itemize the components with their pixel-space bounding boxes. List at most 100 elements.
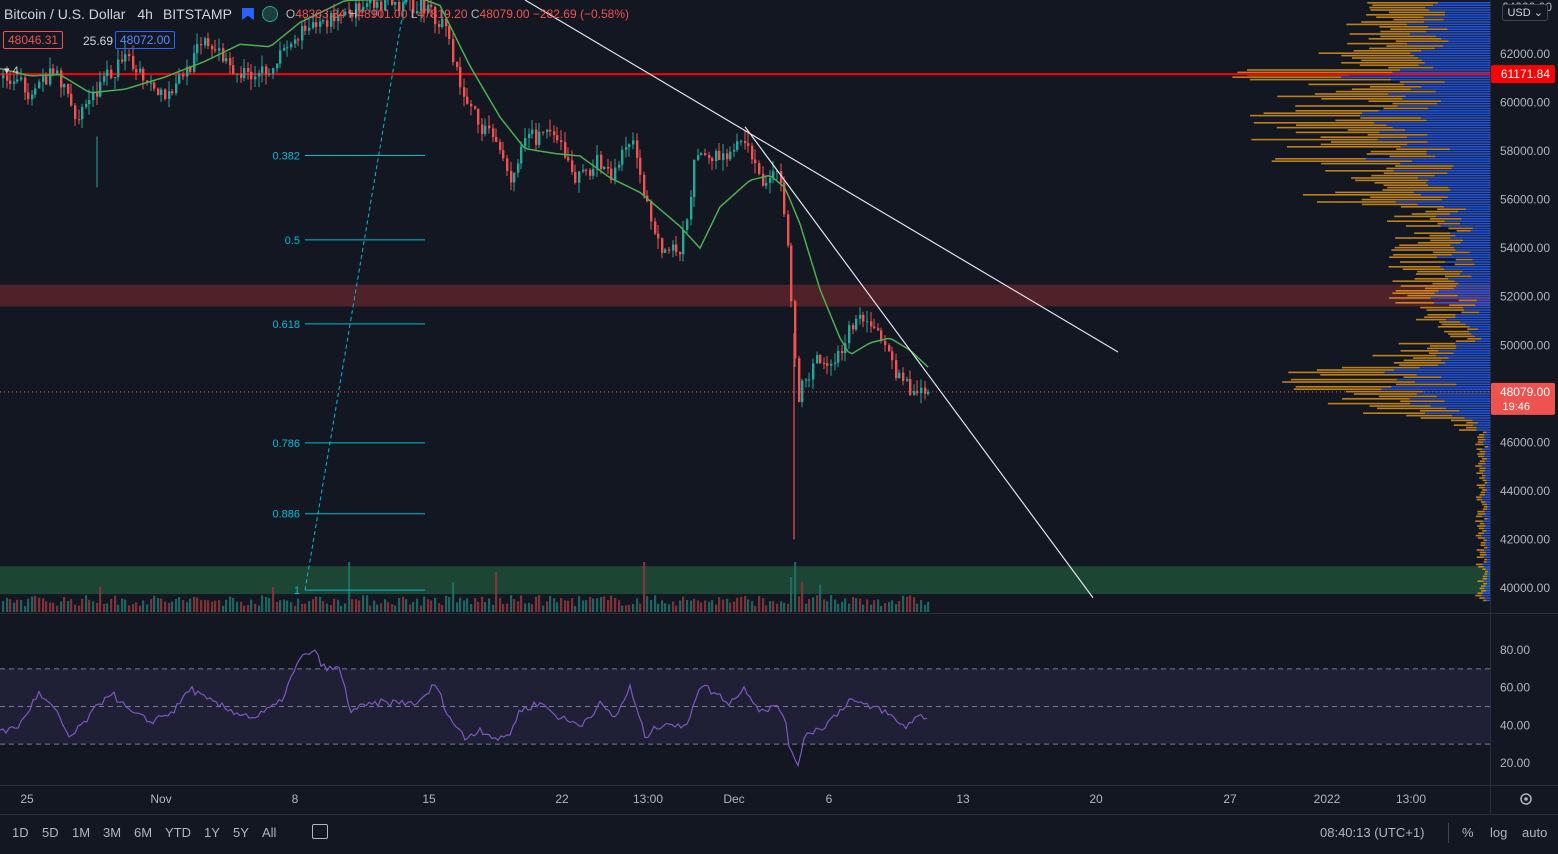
volume-profile-bar-down: [1486, 451, 1490, 453]
volume-bar: [63, 597, 65, 612]
volume-profile-bar-down: [1366, 158, 1490, 160]
candle-body: [200, 44, 202, 45]
volume-profile-bar-down: [1438, 364, 1490, 366]
timeframe-ytd[interactable]: YTD: [165, 825, 191, 840]
candle-body: [153, 83, 155, 89]
candle-body: [769, 178, 771, 183]
calendar-range-icon[interactable]: [312, 824, 328, 839]
timeframe-1y[interactable]: 1Y: [204, 825, 220, 840]
candle-body: [697, 155, 699, 160]
flag-icon[interactable]: [242, 8, 254, 20]
volume-profile-bar-up: [1354, 50, 1422, 52]
indicator-count[interactable]: ▾ 4: [4, 64, 19, 77]
timeframe-all[interactable]: All: [262, 825, 276, 840]
volume-bar: [186, 602, 188, 612]
volume-profile-bar-down: [1483, 472, 1490, 474]
volume-profile-bar-up: [1484, 559, 1487, 561]
timeframe-3m[interactable]: 3M: [103, 825, 121, 840]
candle-body: [481, 125, 483, 134]
volume-profile-bar-up: [1376, 16, 1424, 18]
log-toggle[interactable]: log: [1490, 825, 1507, 840]
interval-label[interactable]: 4h: [137, 6, 153, 22]
volume-profile-bar-up: [1386, 168, 1451, 170]
candle-body: [492, 128, 494, 137]
candle-body: [60, 70, 62, 87]
volume-profile-bar-up: [1360, 64, 1419, 66]
currency-button[interactable]: USD ⌄: [1502, 4, 1548, 21]
candle-body: [877, 328, 879, 330]
volume-profile-bar-down: [1441, 266, 1490, 268]
candle-body: [834, 362, 836, 363]
candle-body: [502, 150, 504, 158]
volume-bar: [466, 598, 468, 612]
candle-body: [855, 319, 857, 330]
volume-bar: [110, 599, 112, 612]
volume-profile-bar-down: [1362, 112, 1490, 114]
volume-profile-bar-up: [1254, 122, 1375, 124]
candle-body: [301, 26, 303, 41]
volume-bar: [884, 603, 886, 612]
volume-profile-bar-up: [1430, 235, 1456, 237]
volume-profile-bar-up: [1482, 458, 1487, 460]
candle-body: [812, 363, 814, 379]
candle-body: [279, 50, 281, 63]
volume-bar: [762, 598, 764, 612]
candle-body: [456, 62, 458, 67]
timeframe-1m[interactable]: 1M: [72, 825, 90, 840]
candle-body: [243, 68, 245, 78]
volume-bar: [254, 604, 256, 612]
volume-profile-bar-up: [1389, 297, 1430, 299]
volume-profile-bar-down: [1407, 144, 1490, 146]
fib-label: 0.618: [272, 319, 300, 331]
percent-toggle[interactable]: %: [1462, 825, 1474, 840]
volume-profile-bar-up: [1478, 456, 1484, 458]
volume-profile-bar-down: [1454, 247, 1490, 249]
volume-profile-bar-down: [1392, 386, 1490, 388]
volume-bar: [423, 597, 425, 612]
volume-profile-bar-up: [1481, 544, 1486, 546]
volume-profile-bar-up: [1373, 355, 1437, 357]
candle-body: [164, 90, 166, 99]
bottom-toolbar: 1D 5D 1M 3M 6M YTD 1Y 5Y All 08:40:13 (U…: [0, 814, 1558, 854]
candle-body: [236, 74, 238, 75]
volume-profile-bar-up: [1481, 585, 1486, 587]
buy-price-button[interactable]: 48072.00: [115, 31, 175, 49]
candle-body: [679, 252, 681, 254]
volume-bar: [168, 603, 170, 612]
candle-body: [538, 132, 540, 145]
volume-profile-bar-down: [1487, 482, 1490, 484]
volume-profile-bar-up: [1479, 434, 1485, 436]
timeframe-5y[interactable]: 5Y: [233, 825, 249, 840]
timeframe-5d[interactable]: 5D: [42, 825, 59, 840]
time-tick-label: 22: [555, 792, 569, 806]
volume-profile-bar-up: [1328, 403, 1410, 405]
sell-price-button[interactable]: 48046.31: [3, 31, 63, 49]
settings-icon[interactable]: [1521, 794, 1531, 804]
volume-bar: [589, 597, 591, 612]
volume-bar: [693, 599, 695, 612]
volume-profile-bar-down: [1485, 484, 1490, 486]
volume-profile-bar-down: [1461, 242, 1490, 244]
price-tick-label: 50000.00: [1500, 338, 1550, 352]
candle-body: [211, 46, 213, 49]
volume-bar: [272, 587, 274, 612]
symbol-name[interactable]: Bitcoin / U.S. Dollar: [4, 6, 125, 22]
volume-bar: [906, 597, 908, 612]
volume-bar: [614, 598, 616, 612]
volume-profile-bar-up: [1406, 415, 1452, 417]
timeframe-1d[interactable]: 1D: [12, 825, 29, 840]
candle-body: [758, 163, 760, 174]
price-tick-label: 54000.00: [1500, 241, 1550, 255]
volume-bar: [722, 600, 724, 612]
volume-profile-bar-up: [1482, 504, 1487, 506]
volume-profile-bar-down: [1378, 139, 1490, 141]
clock[interactable]: 08:40:13 (UTC+1): [1320, 825, 1424, 840]
volume-profile-bar-up: [1444, 331, 1469, 333]
timeframe-6m[interactable]: 6M: [134, 825, 152, 840]
candle-body: [294, 39, 296, 43]
auto-toggle[interactable]: auto: [1522, 825, 1547, 840]
volume-profile-bar-down: [1486, 554, 1490, 556]
volume-bar: [470, 604, 472, 612]
volume-profile-bar-up: [1459, 300, 1477, 302]
